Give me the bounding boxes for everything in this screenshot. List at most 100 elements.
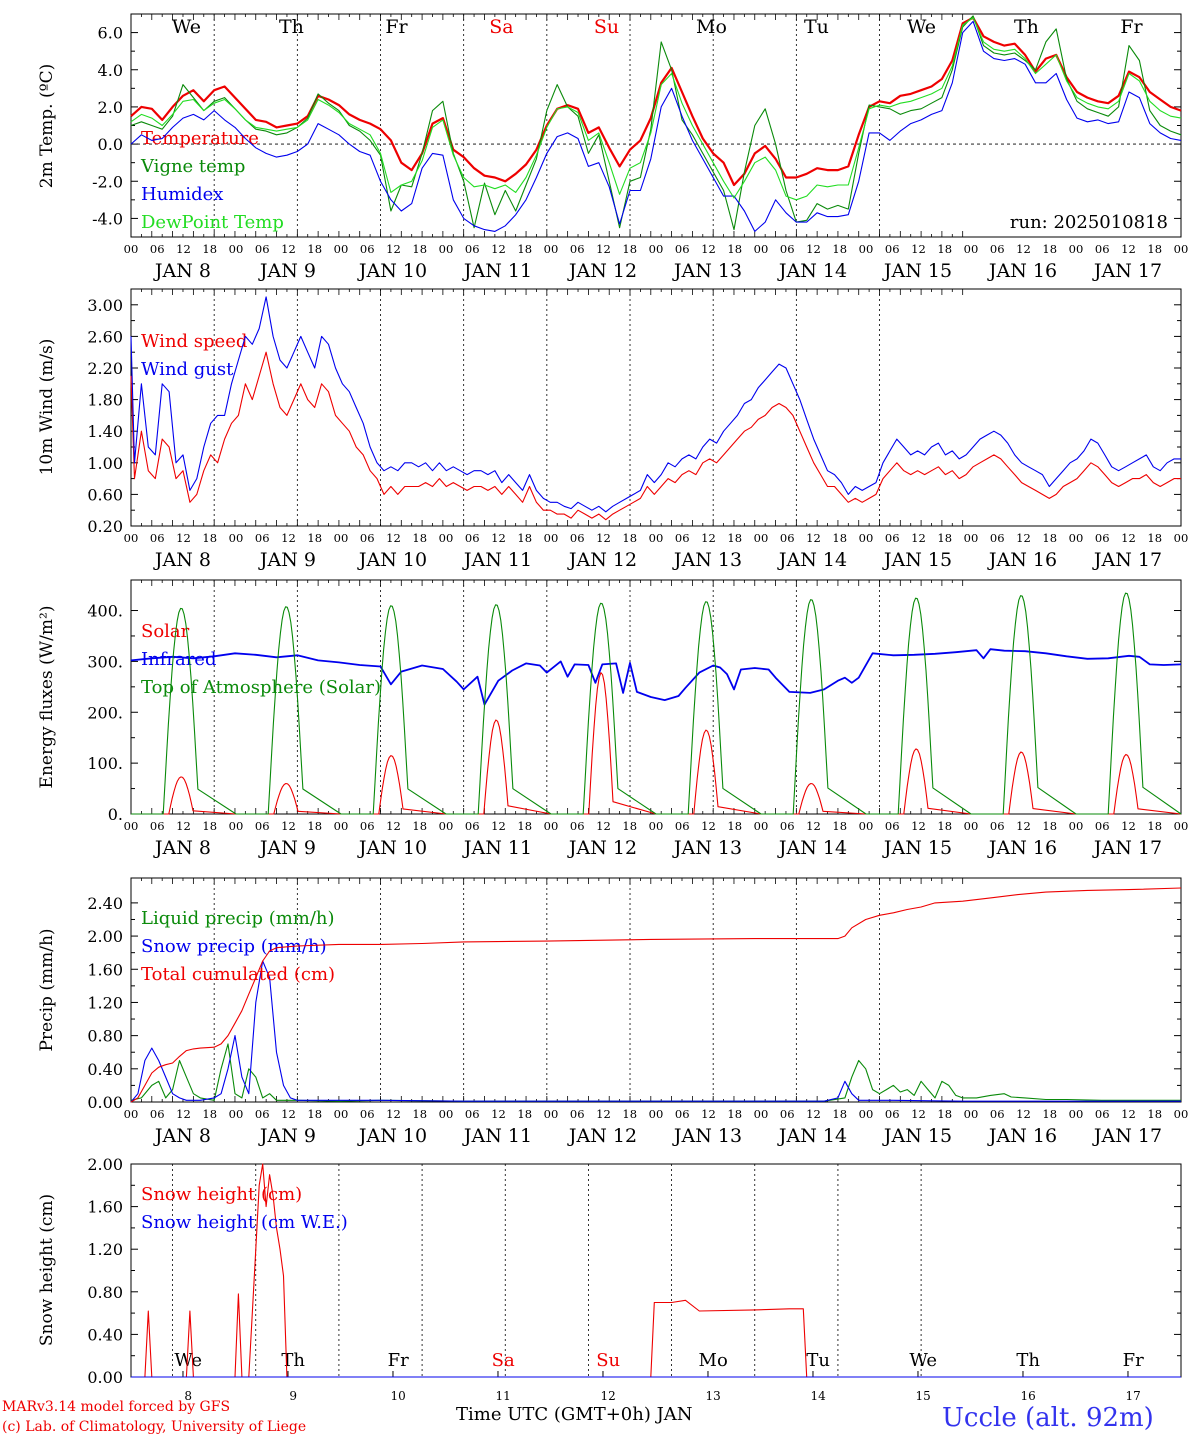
day-number-label: 15 bbox=[916, 1389, 931, 1403]
hour-tick-label: 06 bbox=[675, 819, 690, 833]
weekday-label: Fr bbox=[1120, 16, 1143, 38]
day-number-label: 8 bbox=[184, 1389, 192, 1403]
hour-tick-label: 00 bbox=[649, 531, 664, 545]
hour-tick-label: 18 bbox=[202, 1107, 217, 1121]
series-line-green bbox=[131, 592, 1182, 815]
hour-tick-label: 00 bbox=[334, 1107, 349, 1121]
hour-tick-label: 18 bbox=[412, 531, 427, 545]
day-number-label: 16 bbox=[1021, 1389, 1036, 1403]
hour-tick-label: 12 bbox=[596, 819, 611, 833]
plot-frame bbox=[130, 877, 1182, 1103]
hour-tick-label: 18 bbox=[1147, 1107, 1162, 1121]
hour-tick-label: 06 bbox=[570, 242, 585, 256]
date-label: JAN 16 bbox=[987, 1125, 1057, 1147]
hour-tick-label: 12 bbox=[806, 531, 821, 545]
date-label: JAN 14 bbox=[777, 549, 847, 571]
hour-tick-label: 06 bbox=[675, 531, 690, 545]
weekday-label: Su bbox=[596, 1350, 620, 1371]
model-credit: MARv3.14 model forced by GFS bbox=[2, 1399, 231, 1415]
day-number-label: 13 bbox=[706, 1389, 721, 1403]
hour-tick-label: 00 bbox=[439, 1107, 454, 1121]
hour-tick-label: 18 bbox=[412, 819, 427, 833]
date-label: JAN 13 bbox=[672, 260, 742, 282]
hour-tick-label: 18 bbox=[1042, 242, 1057, 256]
hour-tick-label: 18 bbox=[1042, 531, 1057, 545]
hour-tick-label: 12 bbox=[701, 531, 716, 545]
date-label: JAN 12 bbox=[567, 549, 637, 571]
y-tick-label: 6.0 bbox=[98, 24, 123, 43]
hour-tick-label: 06 bbox=[780, 531, 795, 545]
hour-tick-label: 18 bbox=[412, 1107, 427, 1121]
hour-tick-label: 06 bbox=[570, 531, 585, 545]
legend-entry: Infrared bbox=[141, 649, 216, 670]
hour-tick-label: 12 bbox=[1016, 242, 1031, 256]
legend-entry: Temperature bbox=[141, 128, 259, 149]
hour-tick-label: 00 bbox=[859, 242, 874, 256]
weekday-label: We bbox=[174, 1350, 202, 1371]
hour-tick-label: 12 bbox=[386, 819, 401, 833]
hour-tick-label: 06 bbox=[465, 531, 480, 545]
y-tick-label: 4.0 bbox=[98, 61, 123, 80]
hour-tick-label: 18 bbox=[832, 531, 847, 545]
y-tick-label: 0.40 bbox=[87, 1325, 123, 1344]
hour-tick-label: 00 bbox=[859, 531, 874, 545]
y-tick-label: 1.60 bbox=[87, 960, 123, 979]
hour-tick-label: 12 bbox=[176, 1107, 191, 1121]
hour-tick-label: 12 bbox=[1121, 819, 1136, 833]
hour-tick-label: 00 bbox=[859, 1107, 874, 1121]
weekday-label: Th bbox=[279, 16, 304, 38]
hour-tick-label: 12 bbox=[281, 531, 296, 545]
y-tick-label: 1.00 bbox=[87, 454, 123, 473]
panel-5: We Th Fr Sa Su Mo Tu We Th Fr 8 9 10 11 12 13 14 15 16 17 2.… bbox=[37, 1155, 1182, 1403]
hour-tick-label: 00 bbox=[124, 819, 139, 833]
series-line-blue bbox=[130, 20, 1182, 232]
date-label: JAN 10 bbox=[357, 260, 427, 282]
weekday-label: Su bbox=[594, 16, 619, 38]
y-tick-label: 2.40 bbox=[87, 894, 123, 913]
legend-entry: Vigne temp bbox=[140, 156, 245, 177]
y-tick-label: 1.40 bbox=[87, 422, 123, 441]
weekday-label: Fr bbox=[388, 1350, 409, 1371]
date-label: JAN 17 bbox=[1092, 837, 1162, 859]
weekday-label: Mo bbox=[699, 1350, 728, 1371]
panel-3: 00 06 12 18 00 06 12 18 00 06 12 18 00 06 12 18 00 06 12 18… bbox=[37, 579, 1188, 859]
hour-tick-label: 12 bbox=[281, 819, 296, 833]
hour-tick-label: 06 bbox=[885, 531, 900, 545]
lab-credit: (c) Lab. of Climatology, University of L… bbox=[2, 1419, 307, 1435]
hour-tick-label: 12 bbox=[806, 1107, 821, 1121]
plot-frame bbox=[130, 288, 1182, 527]
hour-tick-label: 18 bbox=[307, 531, 322, 545]
weekday-label: Th bbox=[281, 1350, 305, 1371]
hour-tick-label: 00 bbox=[964, 531, 979, 545]
hour-tick-label: 00 bbox=[229, 242, 244, 256]
hour-tick-label: 18 bbox=[1147, 242, 1162, 256]
hour-tick-label: 18 bbox=[622, 1107, 637, 1121]
date-label: JAN 11 bbox=[462, 549, 532, 571]
date-label: JAN 13 bbox=[672, 1125, 742, 1147]
date-label: JAN 10 bbox=[357, 1125, 427, 1147]
day-number-label: 17 bbox=[1126, 1389, 1141, 1403]
station-name: Uccle (alt. 92m) bbox=[942, 1403, 1154, 1433]
hour-tick-label: 06 bbox=[255, 819, 270, 833]
legend-entry: Liquid precip (mm/h) bbox=[141, 908, 335, 929]
hour-tick-label: 06 bbox=[465, 1107, 480, 1121]
hour-tick-label: 18 bbox=[1042, 1107, 1057, 1121]
weekday-label: We bbox=[909, 1350, 937, 1371]
hour-tick-label: 12 bbox=[806, 242, 821, 256]
day-number-label: 12 bbox=[601, 1389, 616, 1403]
weekday-label: Fr bbox=[385, 16, 408, 38]
y-tick-label: 2.00 bbox=[87, 1155, 123, 1174]
hour-tick-label: 00 bbox=[1174, 531, 1189, 545]
hour-tick-label: 18 bbox=[517, 819, 532, 833]
y-tick-label: 0. bbox=[108, 805, 123, 824]
y-tick-label: 1.20 bbox=[87, 993, 123, 1012]
legend-entry: Wind gust bbox=[141, 359, 234, 380]
hour-tick-label: 00 bbox=[964, 819, 979, 833]
hour-tick-label: 12 bbox=[281, 242, 296, 256]
date-label: JAN 12 bbox=[567, 1125, 637, 1147]
hour-tick-label: 00 bbox=[124, 242, 139, 256]
hour-tick-label: 00 bbox=[229, 531, 244, 545]
hour-tick-label: 18 bbox=[727, 819, 742, 833]
hour-tick-label: 18 bbox=[412, 242, 427, 256]
hour-tick-label: 00 bbox=[754, 242, 769, 256]
